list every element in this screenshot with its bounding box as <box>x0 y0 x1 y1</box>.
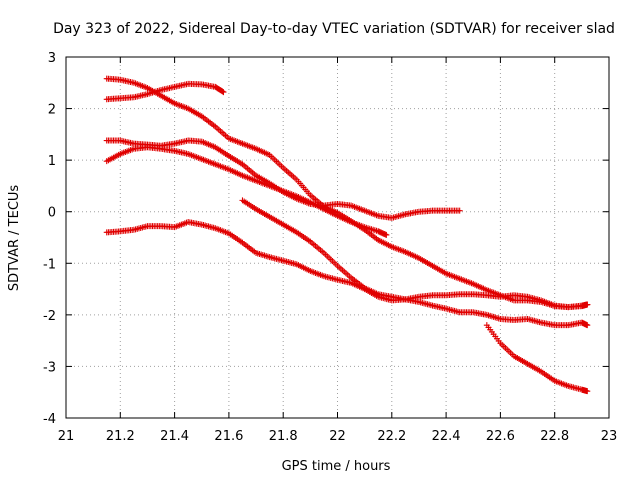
y-tick-label: -2 <box>43 309 56 324</box>
x-tick-label: 22 <box>329 429 346 444</box>
data-point <box>220 89 227 96</box>
data-point <box>584 301 591 308</box>
series-s2 <box>103 80 227 103</box>
data-point <box>219 88 226 95</box>
series-s7 <box>483 322 591 395</box>
y-tick-label: 2 <box>48 103 56 118</box>
y-tick-label: 3 <box>48 51 56 66</box>
series-s6 <box>239 197 591 329</box>
x-tick-label: 23 <box>601 429 618 444</box>
y-tick-label: -3 <box>43 360 56 375</box>
data-point <box>383 231 390 238</box>
x-axis-label: GPS time / hours <box>282 459 391 474</box>
axis-ticks: 21 21.2 21.4 21.6 21.8 22 22.2 22.4 22.6 22.8 2332… <box>43 51 617 444</box>
y-tick-label: -1 <box>43 257 56 272</box>
x-tick-label: 21 <box>58 429 75 444</box>
data-point <box>584 388 591 395</box>
data-point <box>584 322 591 329</box>
x-tick-label: 21.2 <box>106 429 135 444</box>
series-s4 <box>103 144 390 238</box>
x-tick-label: 22.6 <box>486 429 515 444</box>
series-s1 <box>103 75 591 311</box>
series-s5 <box>103 219 591 311</box>
x-tick-label: 22.8 <box>540 429 569 444</box>
y-axis-label: SDTVAR / TECUs <box>7 185 22 292</box>
x-tick-label: 22.4 <box>432 429 461 444</box>
data-point <box>456 207 463 214</box>
x-tick-label: 21.8 <box>269 429 298 444</box>
y-tick-label: 0 <box>48 206 56 221</box>
y-tick-label: -4 <box>43 412 56 427</box>
x-tick-label: 21.4 <box>160 429 189 444</box>
chart-title: Day 323 of 2022, Sidereal Day-to-day VTE… <box>53 21 615 37</box>
x-tick-label: 21.6 <box>214 429 243 444</box>
data-points <box>103 75 591 395</box>
grid <box>66 57 609 418</box>
plot-frame <box>65 56 610 419</box>
y-tick-label: 1 <box>48 154 56 169</box>
x-tick-label: 22.2 <box>377 429 406 444</box>
